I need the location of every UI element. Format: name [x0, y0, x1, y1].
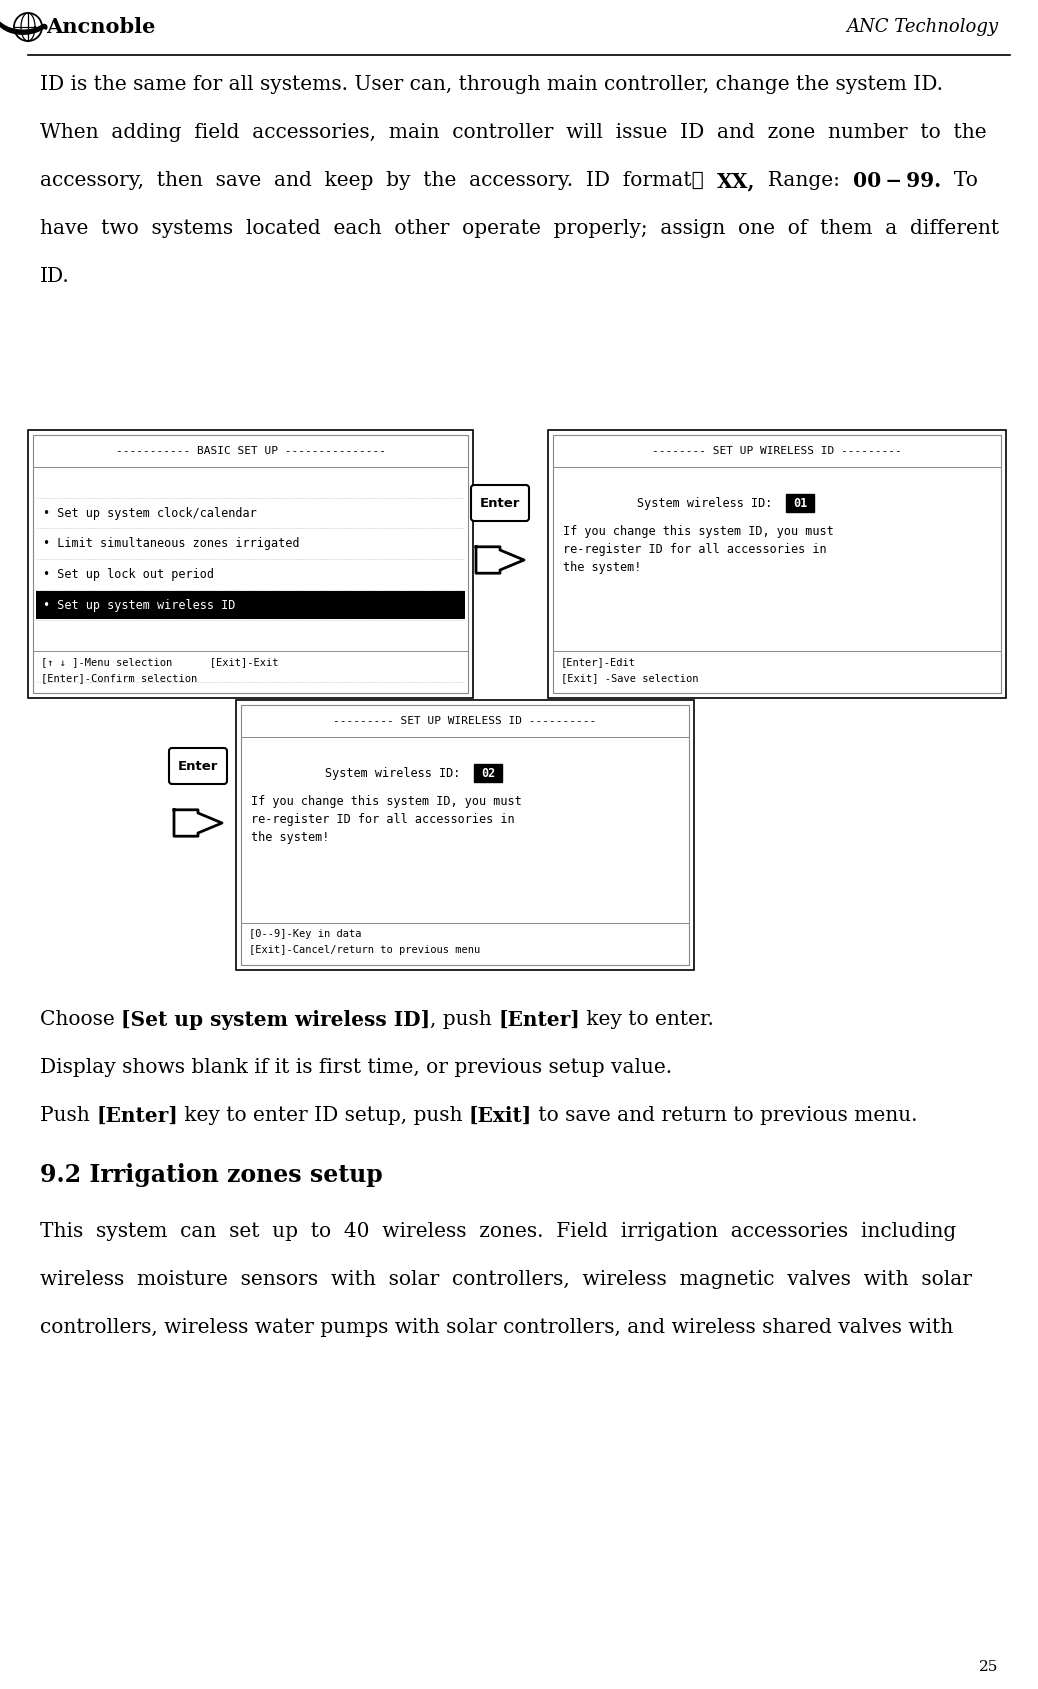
Bar	[548, 431, 1006, 698]
Text: [Exit]-Cancel/return to previous menu: [Exit]-Cancel/return to previous menu	[249, 946, 481, 954]
Text: ID is the same for all systems. User can, through main controller, change the sy: ID is the same for all systems. User can…	[40, 74, 943, 95]
Text: To: To	[940, 171, 978, 189]
Text: re-register ID for all accessories in: re-register ID for all accessories in	[251, 812, 515, 826]
Text: • Limit simultaneous zones irrigated: • Limit simultaneous zones irrigated	[43, 537, 300, 551]
Bar	[241, 704, 689, 964]
Text: When  adding  field  accessories,  main  controller  will  issue  ID  and  zone : When adding field accessories, main cont…	[40, 123, 987, 142]
Text: [0--9]-Key in data: [0--9]-Key in data	[249, 929, 361, 939]
Text: • Set up lock out period: • Set up lock out period	[43, 568, 214, 581]
Text: ----------- BASIC SET UP ---------------: ----------- BASIC SET UP ---------------	[115, 446, 385, 456]
Bar	[33, 436, 468, 692]
Text: 9.2 Irrigation zones setup: 9.2 Irrigation zones setup	[40, 1164, 383, 1187]
Text: Enter: Enter	[177, 760, 218, 772]
Text: key to enter ID setup, push: key to enter ID setup, push	[177, 1106, 469, 1125]
Text: ID.: ID.	[40, 267, 70, 285]
Text: 25: 25	[979, 1660, 998, 1674]
Bar	[36, 591, 465, 620]
Bar	[474, 763, 502, 782]
Bar	[786, 493, 814, 512]
Bar	[236, 699, 694, 969]
Text: to save and return to previous menu.: to save and return to previous menu.	[532, 1106, 918, 1125]
Text: [Exit] -Save selection: [Exit] -Save selection	[561, 672, 699, 682]
Text: If you change this system ID, you must: If you change this system ID, you must	[251, 796, 522, 807]
Text: [Exit]: [Exit]	[469, 1106, 532, 1127]
Text: [Enter]-Edit: [Enter]-Edit	[561, 657, 636, 667]
Text: If you change this system ID, you must: If you change this system ID, you must	[563, 525, 834, 539]
Text: the system!: the system!	[251, 831, 329, 844]
Text: accessory,  then  save  and  keep  by  the  accessory.  ID  format：: accessory, then save and keep by the acc…	[40, 171, 716, 189]
Bar	[28, 431, 473, 698]
Text: wireless  moisture  sensors  with  solar  controllers,  wireless  magnetic  valv: wireless moisture sensors with solar con…	[40, 1270, 972, 1289]
Text: 01: 01	[793, 497, 808, 510]
Text: , push: , push	[430, 1010, 498, 1029]
Text: ANC Technology: ANC Technology	[846, 19, 998, 35]
Text: the system!: the system!	[563, 561, 641, 574]
Text: Display shows blank if it is first time, or previous setup value.: Display shows blank if it is first time,…	[40, 1057, 673, 1078]
Polygon shape	[174, 809, 222, 836]
Bar	[553, 436, 1001, 692]
Text: This  system  can  set  up  to  40  wireless  zones.  Field  irrigation  accesso: This system can set up to 40 wireless zo…	[40, 1223, 956, 1241]
Text: controllers, wireless water pumps with solar controllers, and wireless shared va: controllers, wireless water pumps with s…	[40, 1317, 953, 1338]
Text: XX,: XX,	[716, 171, 755, 191]
Text: Push: Push	[40, 1106, 97, 1125]
Text: [Set up system wireless ID]: [Set up system wireless ID]	[121, 1010, 430, 1030]
FancyBboxPatch shape	[169, 748, 227, 784]
Text: re-register ID for all accessories in: re-register ID for all accessories in	[563, 542, 826, 556]
Text: Range:: Range:	[755, 171, 853, 189]
Text: • Set up system wireless ID: • Set up system wireless ID	[43, 598, 236, 611]
Text: [Enter]-Confirm selection: [Enter]-Confirm selection	[40, 672, 197, 682]
Text: key to enter.: key to enter.	[580, 1010, 714, 1029]
Polygon shape	[476, 547, 524, 573]
Text: • Set up system clock/calendar: • Set up system clock/calendar	[43, 507, 256, 520]
Text: 00 − 99.: 00 − 99.	[853, 171, 940, 191]
Text: -------- SET UP WIRELESS ID ---------: -------- SET UP WIRELESS ID ---------	[652, 446, 902, 456]
Text: Ancnoble: Ancnoble	[46, 17, 156, 37]
Text: have  two  systems  located  each  other  operate  properly;  assign  one  of  t: have two systems located each other oper…	[40, 220, 1000, 238]
Text: 02: 02	[481, 767, 495, 780]
Text: [Enter]: [Enter]	[498, 1010, 580, 1030]
Text: Choose: Choose	[40, 1010, 121, 1029]
Text: System wireless ID:: System wireless ID:	[636, 497, 786, 510]
Text: System wireless ID:: System wireless ID:	[325, 767, 474, 780]
Text: Enter: Enter	[480, 497, 520, 510]
Text: --------- SET UP WIRELESS ID ----------: --------- SET UP WIRELESS ID ----------	[333, 716, 597, 726]
Text: [Enter]: [Enter]	[97, 1106, 177, 1127]
Text: [↑ ↓ ]-Menu selection      [Exit]-Exit: [↑ ↓ ]-Menu selection [Exit]-Exit	[40, 657, 278, 667]
FancyBboxPatch shape	[471, 485, 529, 520]
